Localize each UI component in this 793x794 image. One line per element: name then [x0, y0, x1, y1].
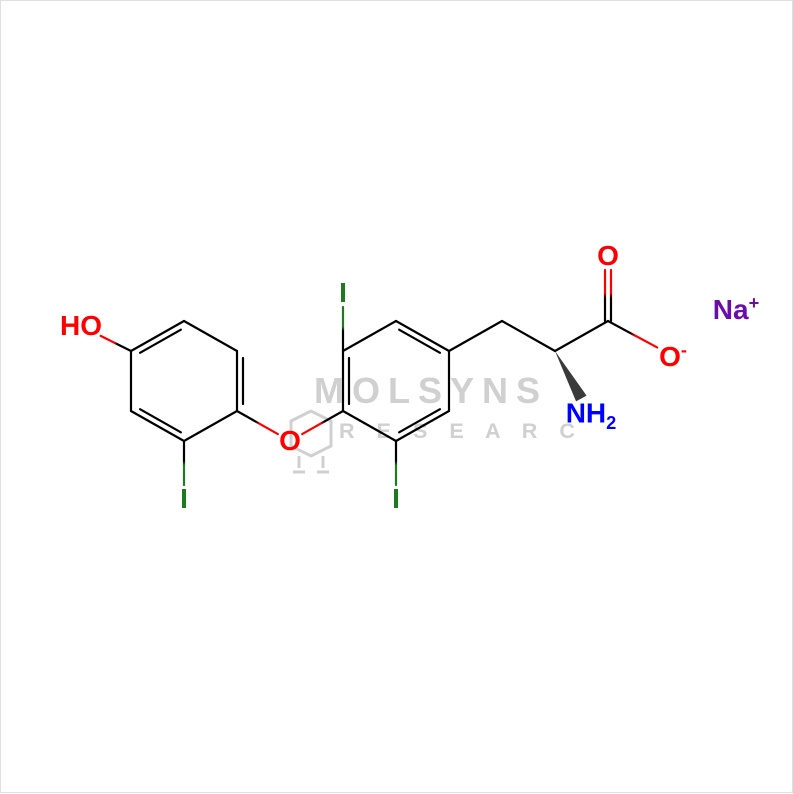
- atom-O-ether: O: [279, 427, 301, 455]
- atom-I2: I: [339, 279, 347, 307]
- atom-I3: I: [392, 485, 400, 513]
- atom-O-double: O: [597, 242, 619, 270]
- atom-NH2: NH2: [566, 400, 617, 433]
- molecule-canvas: MOLSYNS R E S E A R C HO I O I I NH2 O O…: [0, 0, 793, 793]
- atom-O-neg: O-: [659, 341, 687, 371]
- bond-layer: [1, 1, 793, 794]
- atom-Na: Na+: [713, 294, 759, 324]
- atom-I1: I: [180, 485, 188, 513]
- atom-HO: HO: [60, 312, 102, 340]
